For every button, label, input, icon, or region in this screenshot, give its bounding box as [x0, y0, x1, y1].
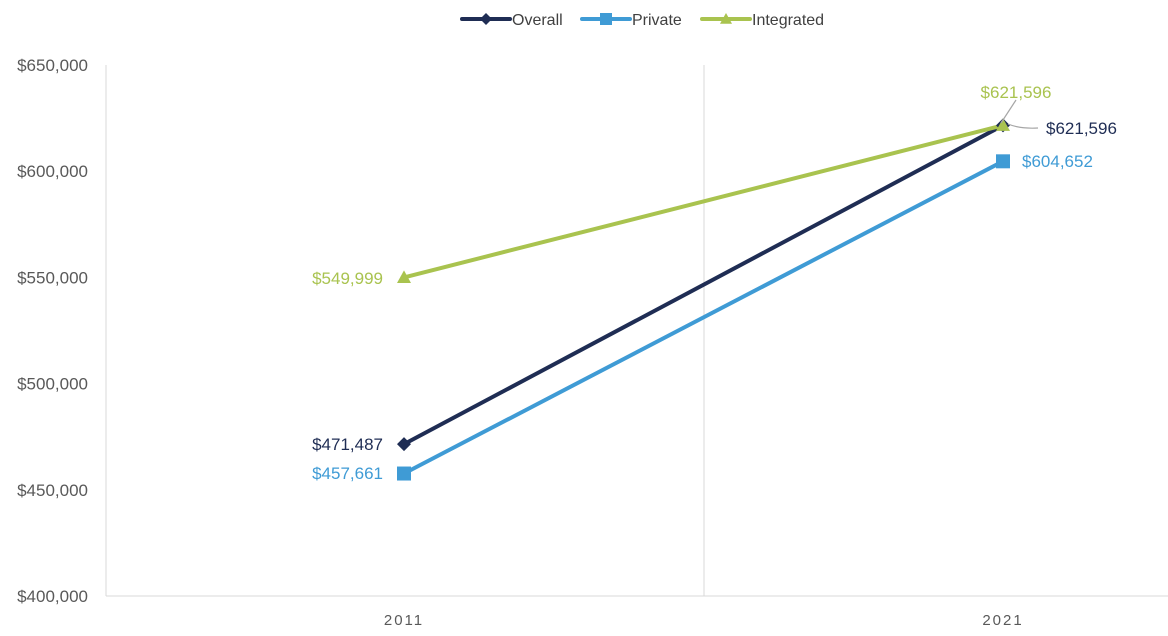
x-tick-label: 2011 — [384, 612, 424, 629]
y-tick-label: $600,000 — [17, 162, 88, 181]
data-label-integrated: $549,999 — [312, 269, 383, 288]
y-tick-label: $550,000 — [17, 268, 88, 287]
legend-marker-diamond-icon — [480, 13, 492, 25]
y-tick-label: $650,000 — [17, 56, 88, 75]
series-line-integrated — [403, 123, 1004, 280]
data-point-integrated — [397, 270, 411, 284]
x-tick-label: 2021 — [982, 612, 1023, 629]
leader-line — [1007, 123, 1039, 129]
legend-label: Integrated — [752, 12, 824, 29]
data-label-overall: $471,487 — [312, 435, 383, 454]
legend-label: Private — [632, 12, 682, 29]
data-label-overall: $621,596 — [1046, 119, 1117, 138]
data-point-private — [996, 154, 1010, 169]
y-tick-label: $500,000 — [17, 375, 88, 394]
legend-item-overall: Overall — [460, 12, 563, 29]
data-point-integrated — [996, 118, 1010, 131]
legend-item-integrated: Integrated — [700, 12, 824, 29]
data-label-integrated: $621,596 — [981, 83, 1052, 102]
data-label-private: $457,661 — [312, 464, 383, 483]
y-tick-label: $450,000 — [17, 481, 88, 500]
series-line-private — [403, 159, 1004, 476]
leader-line — [1000, 99, 1017, 124]
data-point-overall — [397, 437, 411, 452]
legend-marker-triangle-icon — [720, 13, 732, 24]
series-line-overall — [403, 123, 1004, 446]
y-tick-label: $400,000 — [17, 587, 88, 606]
legend-label: Overall — [512, 12, 563, 29]
legend-item-private: Private — [580, 12, 682, 29]
data-point-private — [397, 466, 411, 481]
legend-marker-square-icon — [600, 13, 612, 25]
data-label-private: $604,652 — [1022, 152, 1093, 171]
